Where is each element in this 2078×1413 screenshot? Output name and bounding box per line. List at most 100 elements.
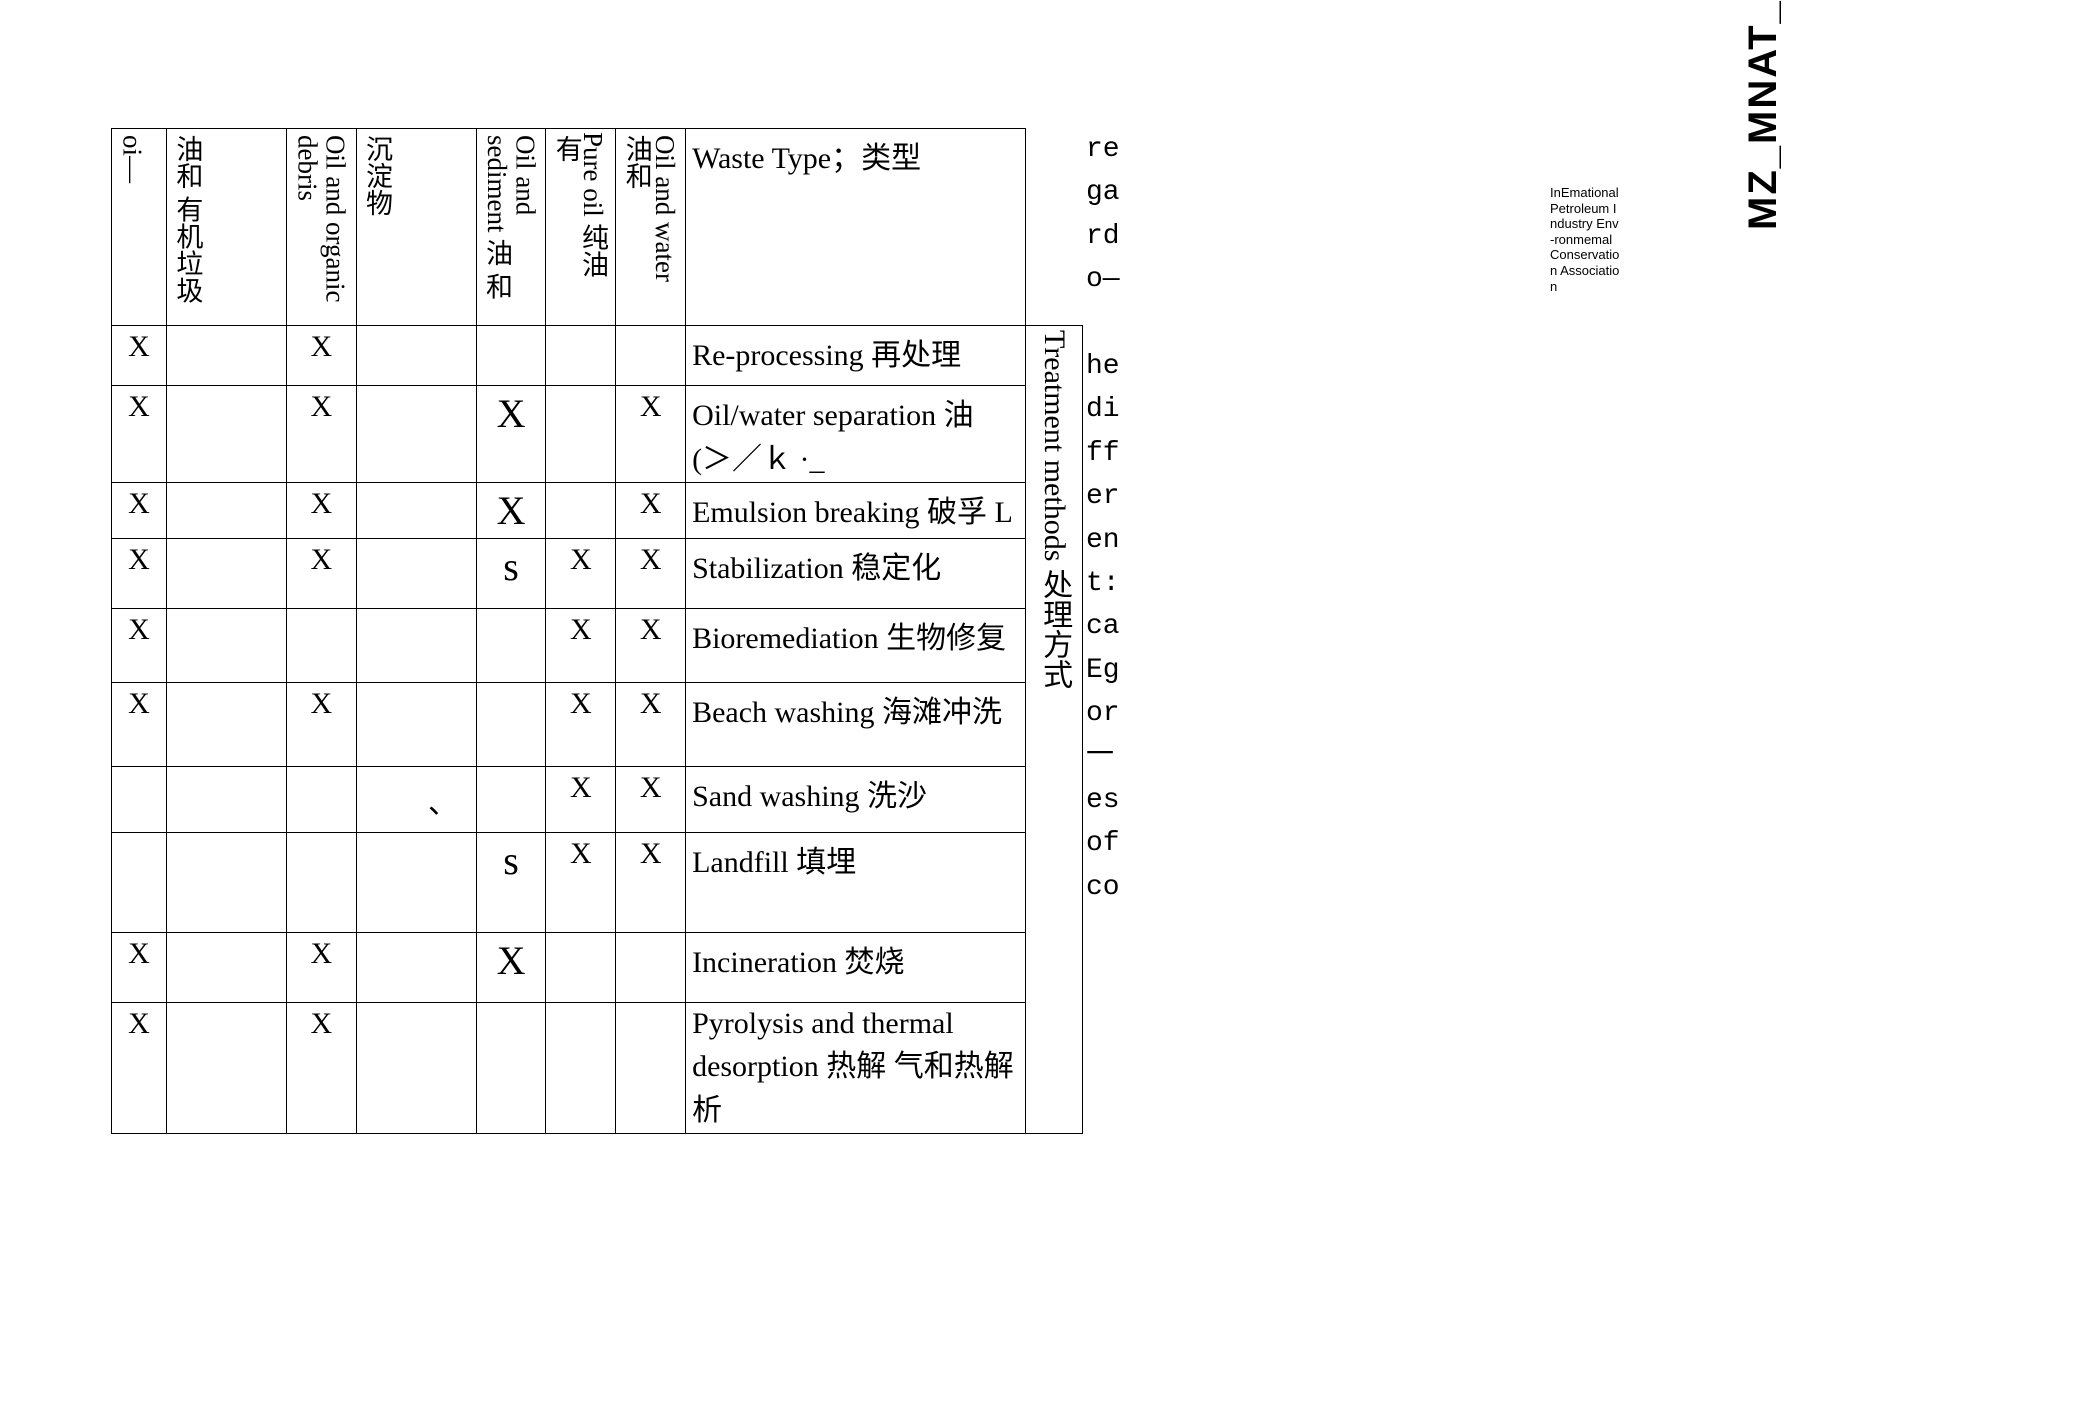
rotated-title: MZ_MNAT_鼻NSP與 [1741, 0, 1785, 230]
mark-cell: X [287, 483, 357, 539]
mark-cell [356, 1003, 476, 1134]
mark-cell: X [616, 483, 686, 539]
fragment-text: regardo— hedifferent:caEgor一esofco [1086, 128, 1126, 909]
mark-cell [476, 609, 546, 683]
fragment-line: of [1086, 822, 1126, 865]
rotated-title-block: MZ_MNAT_鼻NSP與 WASTEGEUIODELZINES FOR [1730, 0, 1788, 230]
fragment-line: Eg [1086, 649, 1126, 692]
treatment-label: Beach washing 海滩冲洗 [686, 683, 1026, 767]
mark-cell: X [112, 386, 167, 483]
waste-col-0: 油和 有机垃圾 [167, 129, 287, 326]
fragment-line: en [1086, 519, 1126, 562]
treatment-label: Bioremediation 生物修复 [686, 609, 1026, 683]
mark-cell: X [287, 1003, 357, 1134]
mark-cell: X [616, 386, 686, 483]
mark-cell [167, 683, 287, 767]
mark-cell [287, 767, 357, 833]
mark-cell [356, 683, 476, 767]
fragment-line: er [1086, 475, 1126, 518]
mark-cell [356, 326, 476, 386]
mark-cell [546, 326, 616, 386]
mark-cell [112, 833, 167, 933]
mark-cell [167, 539, 287, 609]
mark-cell [167, 933, 287, 1003]
treatment-label: Re-processing 再处理 [686, 326, 1026, 386]
treatment-label: Landfill 填埋 [686, 833, 1026, 933]
mark-cell [546, 386, 616, 483]
mark-cell [616, 1003, 686, 1134]
mark-cell [356, 933, 476, 1003]
waste-type-header: Waste Type；类型 [686, 129, 1026, 326]
mark-cell: X [287, 326, 357, 386]
mark-cell: X [112, 683, 167, 767]
mark-cell [476, 1003, 546, 1134]
mark-cell: X [616, 767, 686, 833]
treatment-label: Oil/water separation 油 (＞／ｋ ·_ [686, 386, 1026, 483]
mark-cell: s [476, 833, 546, 933]
waste-col-5: Oil and water 油和 [616, 129, 686, 326]
mark-cell: X [287, 683, 357, 767]
mark-cell [356, 386, 476, 483]
treatment-label: Pyrolysis and thermal desorption 热解 气和热解… [686, 1003, 1026, 1134]
treatment-label: Incineration 焚烧 [686, 933, 1026, 1003]
mark-cell [476, 683, 546, 767]
mark-cell [287, 833, 357, 933]
mark-cell [616, 326, 686, 386]
fragment-line [1086, 302, 1126, 345]
fragment-line: es [1086, 779, 1126, 822]
fragment-line: or [1086, 692, 1126, 735]
mark-cell: X [546, 539, 616, 609]
treatment-label: Stabilization 稳定化 [686, 539, 1026, 609]
mark-cell [167, 767, 287, 833]
mark-cell [167, 386, 287, 483]
mark-cell: X [616, 833, 686, 933]
mark-cell: X [616, 683, 686, 767]
mark-cell: X [112, 539, 167, 609]
treatment-label: Sand washing 洗沙 [686, 767, 1026, 833]
mark-cell: X [476, 386, 546, 483]
mark-cell: X [287, 539, 357, 609]
fragment-line: rd [1086, 215, 1126, 258]
mark-cell: X [112, 1003, 167, 1134]
mark-cell [356, 483, 476, 539]
mark-cell: X [546, 833, 616, 933]
mark-cell: X [287, 933, 357, 1003]
fragment-line: 一 [1086, 735, 1126, 778]
association-name: InEmational Petroleum Industry Env-ronme… [1550, 185, 1620, 294]
mark-cell: X [546, 683, 616, 767]
mark-cell [112, 767, 167, 833]
mark-cell [167, 1003, 287, 1134]
mark-cell: X [112, 326, 167, 386]
mark-cell [167, 833, 287, 933]
fragment-line: he [1086, 345, 1126, 388]
mark-cell: X [616, 609, 686, 683]
mark-cell [546, 933, 616, 1003]
edge-col: oi— [112, 129, 167, 326]
fragment-line: ff [1086, 432, 1126, 475]
fragment-line: t: [1086, 562, 1126, 605]
mark-cell: X [112, 483, 167, 539]
mark-cell: X [476, 933, 546, 1003]
mark-cell: X [112, 933, 167, 1003]
mark-cell [356, 539, 476, 609]
edge-col-label: oi— [118, 135, 146, 183]
mark-cell [356, 609, 476, 683]
treatment-methods-header: Treatment methods 处理方式 [1026, 326, 1083, 1134]
fragment-line: ga [1086, 171, 1126, 214]
mark-cell [546, 1003, 616, 1134]
corner-blank [1026, 129, 1083, 326]
waste-col-6: Pure oil 纯油 [574, 132, 613, 278]
mark-cell [287, 609, 357, 683]
waste-treatment-matrix: oi— 油和 有机垃圾 Oil and organic debris 沉淀物 O… [111, 128, 1083, 1134]
mark-cell [167, 326, 287, 386]
mark-cell [167, 609, 287, 683]
mark-cell: s [476, 539, 546, 609]
mark-cell: X [476, 483, 546, 539]
waste-col-2: 沉淀物 [356, 129, 476, 326]
mark-cell: X [616, 539, 686, 609]
fragment-line: re [1086, 128, 1126, 171]
mark-cell: X [112, 609, 167, 683]
stray-mark: 、 [428, 778, 458, 822]
mark-cell [476, 326, 546, 386]
waste-col-1: Oil and organic debris [287, 129, 357, 326]
